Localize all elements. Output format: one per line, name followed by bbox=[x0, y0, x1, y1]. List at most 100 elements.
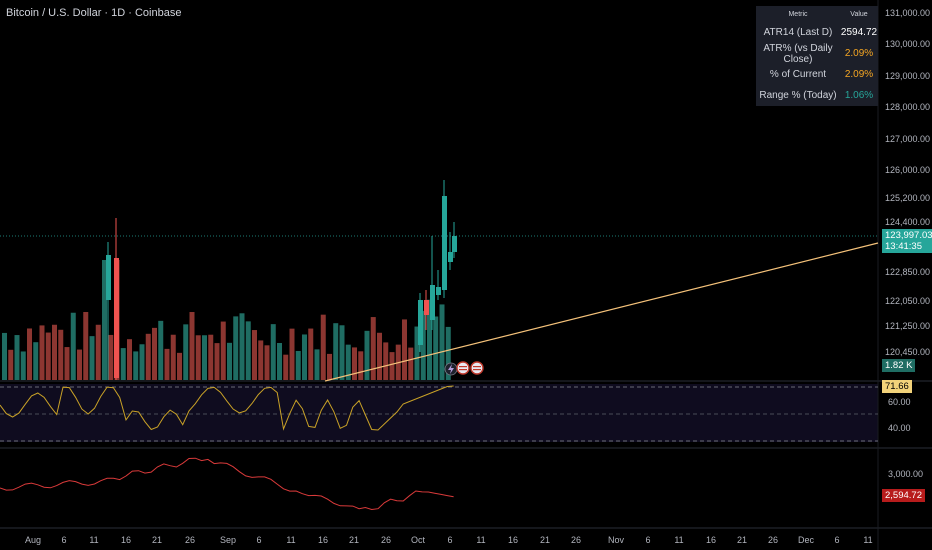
price-tick-label: 122,850.00 bbox=[885, 267, 931, 277]
time-tick-label: 16 bbox=[507, 535, 519, 545]
time-tick-label: Oct bbox=[410, 535, 426, 545]
volume-bar bbox=[52, 324, 57, 380]
volume-bar bbox=[277, 342, 282, 380]
time-tick-label: Aug bbox=[24, 535, 42, 545]
candle-body[interactable] bbox=[424, 300, 429, 315]
metric-column-header: Metric bbox=[788, 10, 808, 18]
volume-bar bbox=[170, 334, 176, 380]
candle-body[interactable] bbox=[442, 196, 447, 290]
table-row: % of Current 2.09% bbox=[756, 64, 878, 85]
volume-bar bbox=[195, 335, 201, 380]
volume-bar bbox=[202, 335, 207, 380]
metric-label: ATR% (vs Daily Close) bbox=[763, 42, 833, 65]
candle-body[interactable] bbox=[418, 300, 423, 345]
metric-label: % of Current bbox=[769, 69, 827, 80]
atr-metrics-table: Metric Value ATR14 (Last D) 2594.72 ATR%… bbox=[756, 6, 878, 106]
volume-bar bbox=[77, 349, 82, 380]
volume-bars bbox=[2, 260, 451, 380]
volume-bar bbox=[345, 344, 351, 380]
price-tick-label: 128,000.00 bbox=[885, 102, 931, 112]
time-tick-label: 11 bbox=[286, 535, 296, 545]
volume-bar bbox=[227, 342, 232, 380]
volume-bar bbox=[302, 334, 307, 380]
candle-body[interactable] bbox=[452, 236, 457, 252]
time-tick-label: 16 bbox=[705, 535, 717, 545]
candlesticks[interactable] bbox=[106, 180, 457, 380]
value-column-header: Value bbox=[850, 10, 868, 18]
time-tick-label: 11 bbox=[89, 535, 99, 545]
time-tick-label: 21 bbox=[736, 535, 748, 545]
atr-tick-label: 3,000.00 bbox=[888, 469, 924, 479]
rsi-line bbox=[0, 385, 454, 431]
time-tick-label: 21 bbox=[348, 535, 360, 545]
volume-bar bbox=[402, 319, 407, 380]
volume-tag: 1.82 K bbox=[882, 359, 916, 372]
candle-countdown: 13:41:35 bbox=[885, 241, 922, 252]
price-tick-label: 125,200.00 bbox=[885, 193, 931, 203]
candle-body[interactable] bbox=[430, 285, 435, 320]
atr-line bbox=[0, 457, 454, 511]
volume-bar bbox=[289, 328, 295, 380]
volume-bar bbox=[120, 348, 126, 380]
price-tick-label: 120,450.00 bbox=[885, 347, 931, 357]
time-tick-label: 6 bbox=[645, 535, 651, 545]
volume-bar bbox=[89, 336, 95, 380]
time-tick-label: 6 bbox=[61, 535, 67, 545]
candle-body[interactable] bbox=[114, 258, 119, 378]
time-tick-label: Dec bbox=[797, 535, 815, 545]
price-tick-label: 126,000.00 bbox=[885, 165, 931, 175]
time-tick-label: 21 bbox=[539, 535, 551, 545]
price-tick-label: 131,000.00 bbox=[885, 8, 931, 18]
candle-body[interactable] bbox=[436, 287, 441, 295]
volume-bar bbox=[389, 352, 395, 380]
trendline-drawing[interactable] bbox=[324, 242, 879, 382]
volume-bar bbox=[420, 310, 426, 380]
volume-bar bbox=[245, 321, 251, 380]
volume-bar bbox=[427, 299, 432, 380]
time-tick-label: 11 bbox=[476, 535, 486, 545]
volume-bar bbox=[183, 324, 189, 380]
time-tick-label: 21 bbox=[151, 535, 163, 545]
volume-bar bbox=[39, 325, 45, 380]
flag-stripe bbox=[473, 366, 481, 368]
volume-bar bbox=[358, 351, 364, 380]
volume-bar bbox=[439, 304, 445, 380]
volume-bar bbox=[189, 312, 195, 380]
candle-body[interactable] bbox=[448, 252, 453, 262]
metric-label: ATR14 (Last D) bbox=[763, 27, 833, 38]
current-price-value: 123,997.03 bbox=[885, 230, 932, 241]
volume-bar bbox=[383, 342, 389, 380]
volume-bar bbox=[264, 345, 270, 380]
time-tick-label: 26 bbox=[184, 535, 196, 545]
volume-bar bbox=[295, 350, 301, 380]
volume-bar bbox=[158, 320, 164, 380]
volume-bar bbox=[333, 323, 339, 380]
volume-bar bbox=[314, 349, 320, 380]
time-tick-label: 11 bbox=[863, 535, 873, 545]
volume-bar bbox=[270, 324, 276, 380]
event-markers[interactable] bbox=[444, 361, 484, 376]
rsi-value-tag: 71.66 bbox=[882, 380, 912, 393]
metric-value: 2594.72 bbox=[840, 27, 878, 38]
volume-bar bbox=[64, 347, 70, 380]
time-tick-label: 6 bbox=[256, 535, 262, 545]
us-flag-event-icon[interactable] bbox=[456, 361, 470, 375]
volume-bar bbox=[45, 332, 51, 380]
volume-bar bbox=[433, 316, 439, 380]
candle-body[interactable] bbox=[106, 255, 111, 300]
volume-bar bbox=[2, 332, 7, 380]
volume-bar bbox=[233, 316, 239, 380]
us-flag-event-icon[interactable] bbox=[470, 361, 484, 375]
volume-bar bbox=[83, 311, 89, 380]
volume-bar bbox=[108, 334, 114, 380]
volume-bar bbox=[283, 354, 289, 380]
volume-bar bbox=[308, 328, 314, 380]
time-tick-label: Sep bbox=[219, 535, 237, 545]
metric-label: Range % (Today) bbox=[759, 90, 837, 101]
metric-value: 1.06% bbox=[844, 90, 874, 101]
volume-bar bbox=[139, 344, 145, 380]
volume-bar bbox=[445, 326, 451, 380]
symbol-title[interactable]: Bitcoin / U.S. Dollar · 1D · Coinbase bbox=[6, 7, 182, 19]
volume-bar bbox=[70, 312, 76, 380]
